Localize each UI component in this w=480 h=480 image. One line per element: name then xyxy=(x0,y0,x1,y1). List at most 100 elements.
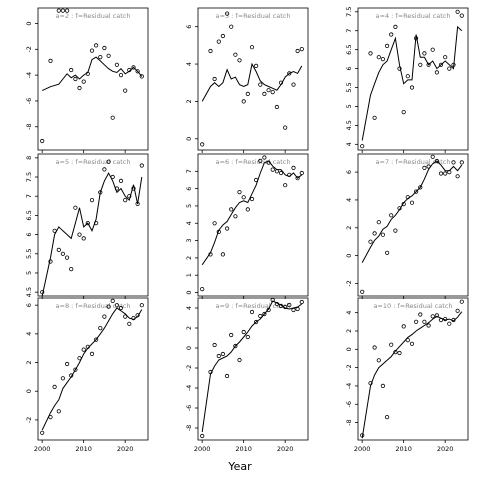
data-point xyxy=(274,169,279,174)
y-tick-label: 5.5 xyxy=(345,82,353,92)
data-point xyxy=(368,381,373,386)
data-point xyxy=(455,174,460,179)
data-point xyxy=(360,433,365,438)
data-point xyxy=(372,115,377,120)
y-tick-label: 0 xyxy=(345,347,353,351)
data-point xyxy=(405,337,410,343)
data-point xyxy=(245,207,250,212)
data-point xyxy=(106,304,111,309)
panel-label: a=2 : f=Residual catch xyxy=(56,12,131,20)
y-tick-label: -4 xyxy=(345,383,353,389)
data-point xyxy=(409,200,415,205)
data-point xyxy=(60,8,66,13)
data-point xyxy=(372,345,377,350)
data-point xyxy=(401,110,406,115)
data-point xyxy=(455,308,460,313)
y-tick-label: 6.5 xyxy=(25,210,33,220)
y-tick-label: 2 xyxy=(25,360,33,364)
data-point xyxy=(135,313,140,318)
panel-frame xyxy=(357,153,469,297)
y-tick-label: 4 xyxy=(25,332,33,336)
data-point xyxy=(418,185,423,190)
data-point xyxy=(94,337,99,342)
data-point xyxy=(270,167,275,172)
y-tick-label: 7.5 xyxy=(25,172,33,182)
fitted-line xyxy=(361,160,463,263)
data-point xyxy=(52,228,57,233)
data-point xyxy=(229,207,234,212)
fitted-line xyxy=(41,56,143,92)
data-point xyxy=(237,190,242,195)
data-point xyxy=(60,251,66,256)
x-tick-label: 2000 xyxy=(34,445,51,453)
y-tick-label: -6 xyxy=(185,405,193,411)
y-tick-label: 4 xyxy=(185,221,193,225)
data-point xyxy=(376,358,381,363)
data-point xyxy=(401,324,406,329)
y-tick-label: -2 xyxy=(25,46,33,52)
data-point xyxy=(368,239,373,244)
y-tick-label: 5 xyxy=(25,271,33,275)
data-point xyxy=(443,171,448,176)
y-tick-label: 4 xyxy=(345,198,353,202)
data-point xyxy=(459,160,464,165)
data-point xyxy=(376,220,381,225)
data-point xyxy=(405,195,410,200)
x-tick-label: 2020 xyxy=(117,445,134,453)
data-point xyxy=(287,302,292,308)
data-point xyxy=(229,332,234,338)
fitted-line xyxy=(41,172,143,297)
data-point xyxy=(216,229,221,234)
data-point xyxy=(258,313,263,319)
data-point xyxy=(397,66,402,71)
data-point xyxy=(69,373,74,378)
y-tick-label: -4 xyxy=(185,385,193,391)
data-point xyxy=(389,213,394,218)
data-point xyxy=(48,58,53,64)
y-tick-label: -2 xyxy=(25,417,33,423)
data-point xyxy=(73,76,78,82)
y-tick-label: 0 xyxy=(185,290,193,294)
data-point xyxy=(413,319,419,324)
panel-3: a=3 : f=Residual catch 0 2 4 6 xyxy=(185,7,309,153)
data-point xyxy=(287,71,292,76)
data-point xyxy=(123,88,128,93)
data-point xyxy=(380,383,385,388)
data-point xyxy=(114,186,120,191)
y-tick-label: 6 xyxy=(25,233,33,237)
data-point xyxy=(418,312,423,317)
y-tick-label: 5 xyxy=(185,204,193,208)
data-point xyxy=(56,8,61,13)
data-point xyxy=(249,45,255,50)
y-tick-label: -2 xyxy=(185,365,193,371)
y-tick-label: 2 xyxy=(345,329,353,333)
fitted-line xyxy=(361,25,463,141)
data-point xyxy=(127,67,132,73)
panel-0: a=2 : f=Residual catch 0 -2 -4 -6 -8 xyxy=(25,7,149,153)
data-point xyxy=(438,317,444,323)
data-point xyxy=(200,142,205,147)
y-tick-label: 2 xyxy=(185,99,193,103)
data-point xyxy=(438,62,444,67)
data-point xyxy=(283,125,288,130)
y-tick-label: 6 xyxy=(345,170,353,174)
data-point xyxy=(447,321,452,326)
data-point xyxy=(447,170,452,175)
panel-label: a=3 : f=Residual catch xyxy=(216,12,291,20)
data-point xyxy=(110,115,115,120)
data-point xyxy=(266,307,271,313)
data-point xyxy=(430,314,435,319)
y-tick-label: 5 xyxy=(345,104,353,108)
data-point xyxy=(430,47,435,52)
data-point xyxy=(455,9,460,14)
y-tick-label: 4.5 xyxy=(345,120,353,130)
data-point xyxy=(73,367,78,372)
data-point xyxy=(262,311,267,317)
data-point xyxy=(212,221,217,226)
data-point xyxy=(397,350,402,356)
y-tick-label: 8 xyxy=(25,156,33,160)
y-tick-label: -8 xyxy=(345,419,353,425)
panel-label: a=7 : f=Residual catch xyxy=(376,158,451,166)
data-point xyxy=(291,165,296,170)
data-point xyxy=(426,164,431,169)
